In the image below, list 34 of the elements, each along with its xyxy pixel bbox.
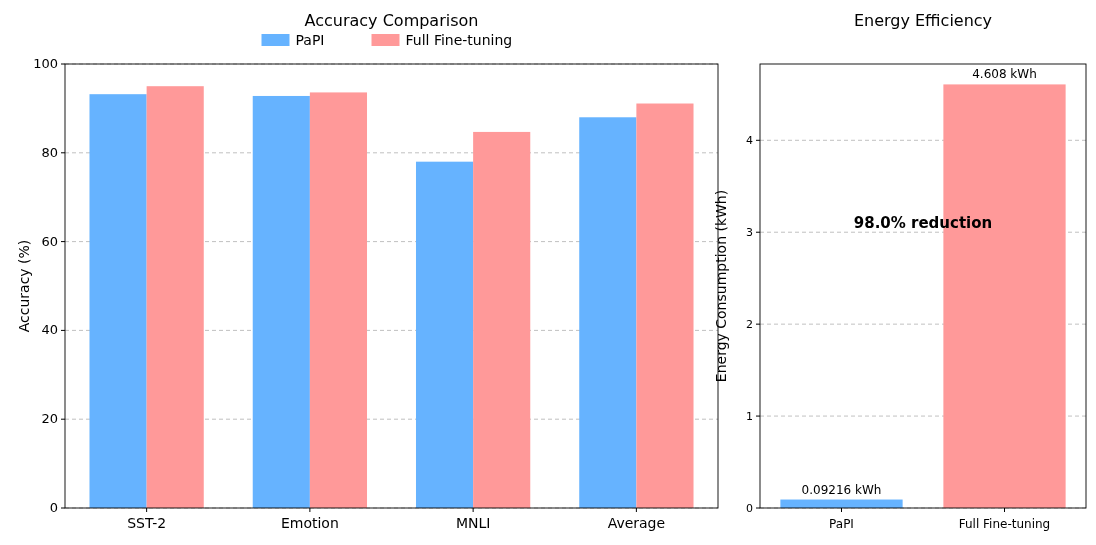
- data-label: 4.608 kWh: [972, 67, 1037, 82]
- y-tick-label: 3: [746, 226, 753, 240]
- bar: [252, 95, 310, 508]
- y-tick-label: 2: [746, 318, 753, 332]
- bar: [579, 117, 637, 508]
- y-tick-label: 100: [33, 56, 58, 71]
- legend-label: PaPI: [295, 32, 325, 48]
- bar: [473, 131, 531, 508]
- bar: [415, 161, 474, 508]
- chart-title: Energy Efficiency: [853, 11, 993, 30]
- x-tick-label: MNLI: [455, 515, 491, 531]
- y-tick-label: 1: [746, 410, 753, 424]
- legend-label: Full Fine-tuning: [405, 32, 513, 48]
- x-tick-label: Average: [607, 515, 666, 531]
- y-axis-title: Accuracy (%): [16, 239, 32, 333]
- y-tick-label: 60: [41, 233, 58, 249]
- annotation: 98.0% reduction: [853, 214, 993, 233]
- y-tick-label: 80: [41, 144, 58, 160]
- x-tick-label: PaPI: [829, 517, 854, 531]
- x-tick-label: Emotion: [280, 515, 339, 531]
- chart-title: Accuracy Comparison: [304, 11, 479, 30]
- x-tick-label: Full Fine-tuning: [958, 517, 1051, 531]
- y-tick-label: 40: [41, 322, 58, 338]
- y-tick-label: 0: [49, 500, 58, 515]
- bar: [309, 92, 368, 508]
- y-tick-label: 4: [746, 134, 753, 148]
- y-axis-title: Energy Consumption (kWh): [713, 189, 729, 383]
- bar: [146, 86, 204, 508]
- data-label: 0.09216 kWh: [801, 482, 882, 497]
- y-tick-label: 20: [41, 411, 58, 427]
- bar: [636, 103, 694, 508]
- y-tick-label: 0: [746, 502, 753, 515]
- bar: [89, 94, 147, 508]
- x-tick-label: SST-2: [127, 515, 167, 531]
